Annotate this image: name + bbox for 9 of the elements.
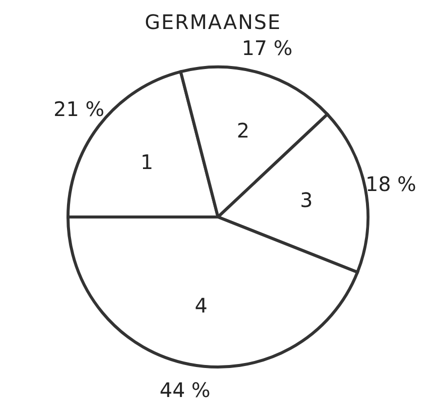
chart-title: GERMAANSE — [144, 10, 282, 34]
slice-label: 1 — [140, 150, 154, 174]
slice-label: 4 — [194, 293, 208, 318]
data-label: 21 % — [54, 97, 104, 122]
slice-label: 2 — [236, 118, 250, 143]
data-label: 44 % — [160, 378, 210, 402]
data-label: 18 % — [365, 172, 416, 196]
data-label: 17 % — [242, 36, 293, 60]
slice-label: 3 — [300, 188, 313, 212]
